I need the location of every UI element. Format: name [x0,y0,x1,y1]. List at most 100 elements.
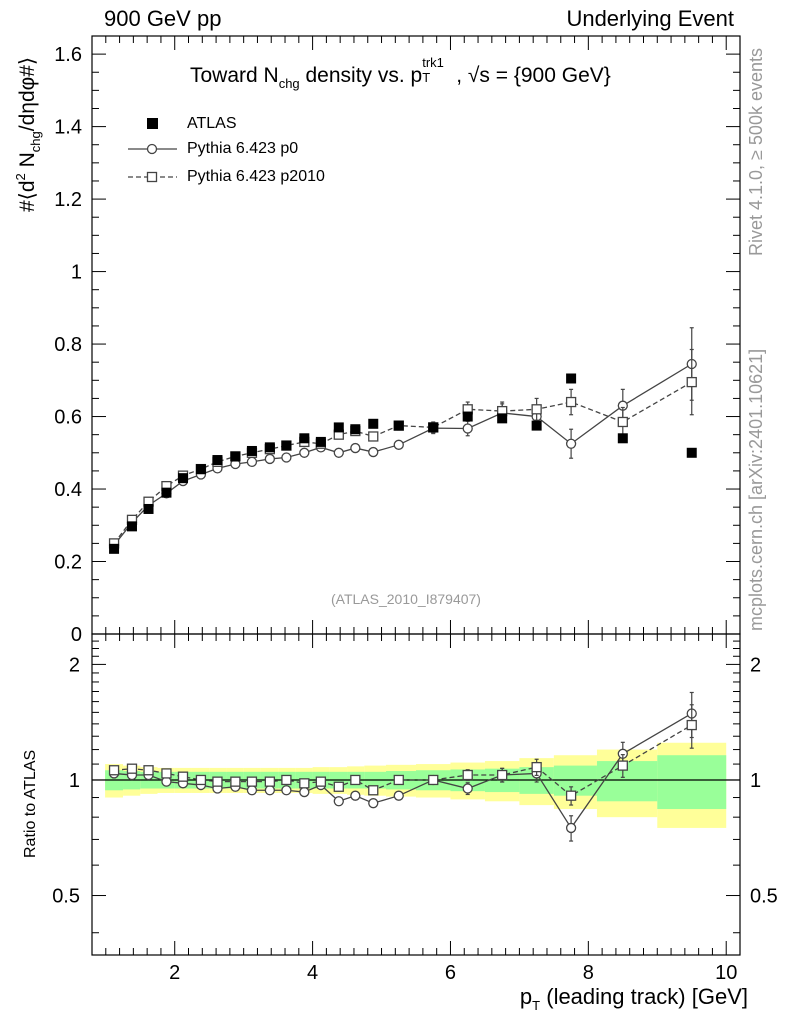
analysis-tag: (ATLAS_2010_I879407) [331,591,481,607]
axes-frame: 2 4 6 8 10 0 0.2 0.4 0.6 0.8 1 1.2 1.4 1.6 0.5 0.5 1 1 2 2 [52,35,778,984]
ratio-p2010-point [497,769,508,781]
p0-point [393,439,404,450]
atlas-point [195,464,206,475]
p2010-point [531,404,542,415]
ratio-p2010-point [565,790,577,801]
atlas-point [212,455,223,466]
ratio-p0-point [368,798,379,809]
ratio-band-inner [657,755,727,810]
y-tick-label: 0 [71,624,82,646]
ratio-p0-point [565,822,577,834]
atlas-point [143,503,154,514]
ratio-p2010-point [315,776,327,787]
ratio-p0-point [281,785,292,796]
legend-label-p2010: Pythia 6.423 p2010 [187,168,325,185]
ratio-y-tick-label: 1 [750,770,761,792]
atlas-point [126,521,137,532]
header-left: 900 GeV pp [104,6,222,31]
p0-point [333,447,344,458]
atlas-point [428,422,439,433]
atlas-point [109,543,120,554]
p0-point [565,438,577,449]
ratio-p2010-point [264,776,276,787]
ratio-p2010-point [299,778,310,789]
ratio-p2010-point [281,774,292,786]
ratio-p0-point [333,796,344,807]
p0-point [281,452,292,463]
p0-point [299,447,310,458]
ratio-p2010-point [531,761,542,773]
ratio-p2010-point [143,765,154,776]
p0-point [246,456,258,467]
x-tick-label: 10 [715,962,737,984]
mcplots-label: mcplots.cern.ch [arXiv:2401.10621] [746,348,766,631]
ratio-p2010-point [333,781,344,792]
x-tick-label: 4 [307,962,318,984]
ratio-p2010-point [126,763,138,774]
ratio-y-tick-label: 1 [69,770,80,792]
y-axis-label: #⟨d2 Nchg/dηdφ#⟩ [13,56,43,212]
legend-marker-atlas [147,118,158,129]
p2010-point [617,416,628,428]
ratio-p2010-point [428,774,439,786]
y-tick-label: 0.6 [54,407,82,429]
atlas-point [686,447,697,458]
atlas-point [350,424,361,435]
atlas-point [177,473,188,484]
y-tick-label: 1.6 [54,44,82,66]
legend [128,118,177,183]
series-line-p0 [113,363,693,546]
ratio-y-tick-label: 2 [69,654,80,676]
ratio-p2010-point [350,774,361,786]
atlas-point [368,418,379,429]
p2010-point [565,396,577,408]
ratio-p0-point [299,786,310,798]
ratio-p0-point [462,783,473,794]
ratio-panel-frame [91,633,741,956]
y-tick-label: 0.8 [54,334,82,356]
ratio-p0-point [350,790,361,801]
atlas-point [299,433,310,444]
ratio-y-axis-label: Ratio to ATLAS [22,749,39,858]
y-tick-label: 1.2 [54,189,82,211]
p0-point [264,453,276,465]
ratio-p2010-point [686,719,697,731]
ratio-p0-point [393,790,404,801]
ratio-p2010-point [617,760,628,771]
p0-point [462,423,473,434]
ratio-p2010-point [393,774,404,786]
atlas-point [264,442,275,453]
atlas-point [246,445,257,456]
ratio-y-tick-label: 0.5 [750,886,778,908]
atlas-point [393,420,404,431]
ratio-p0-point [264,785,276,796]
p2010-point [686,376,697,388]
x-tick-label: 2 [169,962,180,984]
ratio-p2010-point [368,785,379,796]
ratio-p0-point [246,785,258,796]
atlas-point [333,422,344,433]
ratio-p2010-point [230,776,241,787]
ratio-y-tick-label: 0.5 [52,886,80,908]
ratio-p2010-point [177,771,189,782]
data-series [108,327,697,842]
ratio-p2010-point [462,769,473,781]
x-axis-label: pT (leading track) [GeV] [519,984,748,1013]
series-line-p2010 [113,381,693,544]
ratio-p2010-point [161,768,172,779]
x-tick-label: 6 [445,962,456,984]
ratio-p2010-point [212,776,223,787]
atlas-point [230,451,241,462]
header-right: Underlying Event [566,6,734,31]
ratio-p2010-point [108,765,120,776]
atlas-point [497,413,508,424]
atlas-point [462,411,473,422]
y-tick-label: 0.4 [54,479,82,501]
atlas-point [617,433,628,444]
chart-title: Toward Nchg density vs. p trk1 T , √s = {9… [190,55,611,91]
legend-label-atlas: ATLAS [187,115,237,132]
y-tick-label: 1.4 [54,117,82,139]
ratio-p2010-point [195,774,207,786]
ratio-p2010-point [246,776,258,787]
